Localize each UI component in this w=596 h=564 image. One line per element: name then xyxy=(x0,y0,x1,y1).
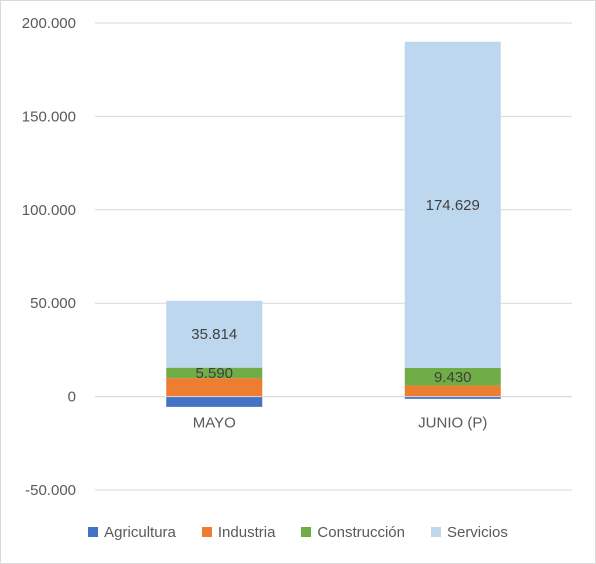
y-tick-label: -50.000 xyxy=(25,482,76,499)
x-tick-label: MAYO xyxy=(193,415,236,432)
y-tick-label: 50.000 xyxy=(30,295,76,312)
y-tick-label: 150.000 xyxy=(22,108,76,125)
legend-swatch xyxy=(430,527,441,537)
bar-construcción xyxy=(166,367,263,379)
bar-servicios xyxy=(404,41,501,368)
legend-label: Agricultura xyxy=(104,523,176,541)
legend-item: Industria xyxy=(201,523,276,541)
data-label: 9.430 xyxy=(434,369,472,386)
legend-label: Industria xyxy=(217,523,276,541)
data-labels: 5.590 35.814 9.430 174.629 xyxy=(191,197,480,386)
x-tick-label: JUNIO (P) xyxy=(418,415,487,432)
bar-agricultura xyxy=(404,396,501,399)
legend: Agricultura Industria Construcción Servicio… xyxy=(0,520,596,544)
legend-swatch xyxy=(88,527,99,537)
bar-industria xyxy=(404,385,501,397)
bar-construcción xyxy=(404,367,501,386)
axis: 200.000 150.000 100.000 50.000 0 -50.000 MAYO J… xyxy=(22,15,572,499)
legend-label: Construcción xyxy=(317,523,405,541)
y-tick-label: 0 xyxy=(68,389,76,406)
legend-item: Agricultura xyxy=(88,524,176,541)
data-label: 5.590 xyxy=(195,365,233,382)
bar-servicios xyxy=(166,300,263,368)
data-label: 174.629 xyxy=(426,197,480,214)
legend-item: Construcción xyxy=(301,524,405,541)
stacked-bar-chart: 200.000 150.000 100.000 50.000 0 -50.000 MAYO J… xyxy=(22,15,572,499)
y-tick-label: 100.000 xyxy=(22,202,76,219)
legend-swatch xyxy=(201,527,212,537)
y-tick-label: 200.000 xyxy=(22,15,76,32)
legend-label: Servicios xyxy=(446,523,508,541)
legend-item: Servicios xyxy=(430,523,508,541)
legend-swatch xyxy=(301,527,312,537)
bar-agricultura xyxy=(166,396,263,407)
data-label: 35.814 xyxy=(191,326,237,343)
bars xyxy=(166,41,501,407)
bar-industria xyxy=(166,378,263,397)
